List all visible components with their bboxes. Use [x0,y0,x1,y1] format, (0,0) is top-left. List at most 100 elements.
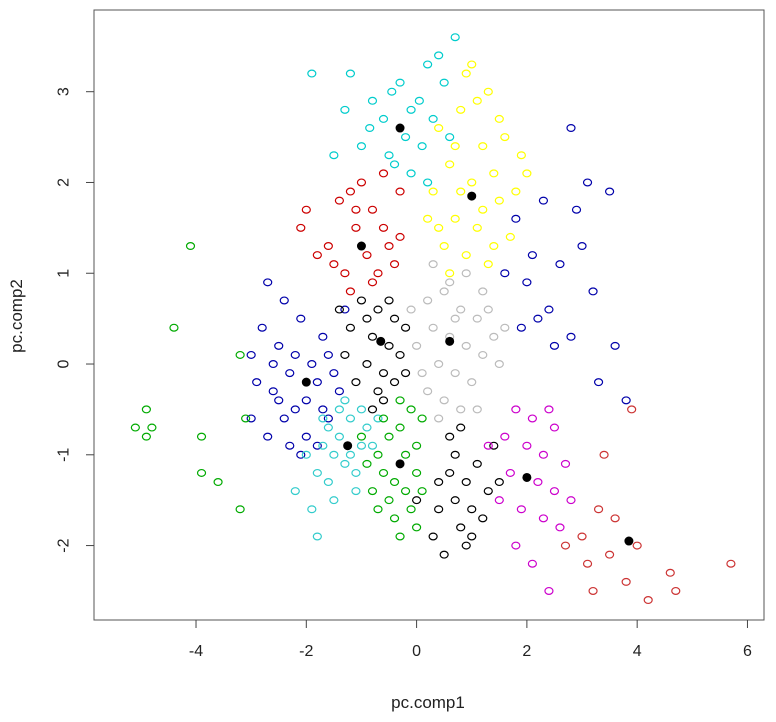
data-point [400,323,411,332]
data-point [345,69,356,78]
data-point [356,432,367,441]
data-point [428,260,438,269]
data-point [318,414,328,423]
data-point [384,341,394,350]
data-point [312,378,322,387]
cluster-6-points [406,260,510,423]
data-point [378,223,389,232]
data-point [362,360,372,369]
data-point [406,169,416,178]
data-point [538,514,549,523]
data-point [489,169,499,178]
data-point [373,305,383,314]
data-point [400,450,411,459]
y-tick-label: 0 [56,359,73,368]
data-point [450,214,460,223]
data-point [268,387,278,396]
data-point [378,468,389,477]
data-point [461,478,471,487]
data-point [400,369,411,378]
data-point [367,96,378,105]
data-point [351,378,361,387]
data-point [395,396,405,405]
data-point [389,514,400,523]
data-point [560,541,571,550]
data-point [312,468,322,477]
data-point [445,468,455,477]
data-point [373,387,383,396]
data-point [340,459,350,468]
data-point [434,223,444,232]
data-point [516,505,526,514]
y-tick-label: -1 [56,448,73,462]
data-point [285,369,295,378]
data-point [235,350,245,359]
data-point [456,305,466,314]
x-axis-title: pc.comp1 [391,693,465,712]
data-point [593,505,604,514]
data-point [582,178,593,187]
data-point [389,478,400,487]
data-point [307,505,317,514]
data-point [257,323,267,332]
data-point [450,33,460,42]
data-point [378,169,389,178]
cluster-3-points [296,169,405,296]
plot-panel [93,9,765,621]
data-point [627,405,637,414]
data-point [428,187,438,196]
data-point [290,350,300,359]
data-point [365,124,375,133]
data-point [279,296,289,305]
x-axis: -4 -2 0 2 4 6 [189,620,752,660]
data-point [439,78,449,87]
data-point [456,523,466,532]
data-point [373,505,383,514]
data-point [323,350,333,359]
data-point [461,69,471,78]
data-point [467,532,477,541]
data-point [268,360,278,369]
data-point [434,360,444,369]
data-point [588,287,598,296]
data-point [428,114,438,123]
data-point [351,468,361,477]
data-point [533,314,543,323]
data-point [571,205,582,214]
data-point [494,360,504,369]
data-point [450,142,460,151]
data-point [389,378,400,387]
data-point [367,205,378,214]
x-tick-label: -4 [189,643,203,660]
data-point [527,559,537,568]
data-point [544,305,554,314]
data-point [279,414,289,423]
data-point [406,305,416,314]
data-point [467,60,477,69]
data-point [389,160,400,169]
data-point [378,414,389,423]
data-point [566,124,576,133]
data-point [423,60,433,69]
data-point [329,496,339,505]
data-point [356,296,367,305]
data-point [494,114,504,123]
data-point [439,287,449,296]
cluster-5-points [334,296,504,559]
data-point [505,468,515,477]
data-point [434,414,444,423]
data-point [511,187,521,196]
cluster-5-centroid [376,336,386,346]
cluster-7-points [290,396,383,541]
data-point [356,142,367,151]
data-point [323,478,333,487]
data-point [263,432,273,441]
data-point [340,105,350,114]
data-point [329,450,339,459]
data-point [604,550,615,559]
cluster-9-centroid [522,472,532,482]
data-point [384,296,394,305]
data-point [274,396,284,405]
data-point [345,414,356,423]
